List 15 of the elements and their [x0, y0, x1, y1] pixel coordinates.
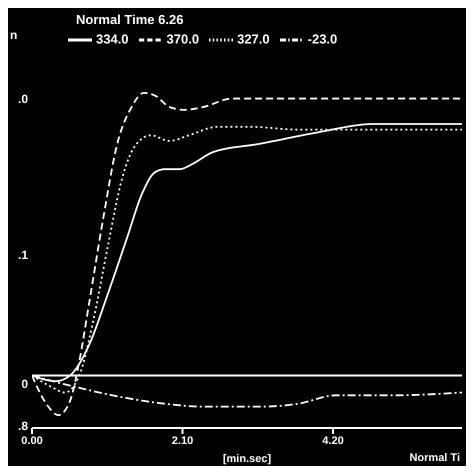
text: 0	[21, 377, 28, 391]
legend-label: 370.0	[166, 31, 200, 46]
legend-label: 327.0	[237, 31, 270, 46]
legend-label: -23.0	[308, 31, 338, 46]
chart-title: Normal Time 6.26	[76, 12, 184, 27]
text: .0	[18, 92, 28, 106]
text: .1	[18, 248, 28, 262]
x-tick-label: 0.00	[21, 434, 43, 447]
y-axis-title: n	[10, 28, 18, 42]
x-axis-title: [min.sec]	[222, 453, 272, 465]
text: .8	[18, 419, 28, 433]
x-tick-label: 2.10	[172, 434, 194, 447]
legend-label: 334.0	[96, 31, 129, 46]
text: Normal Ti	[409, 452, 460, 464]
x-tick-label: 4.20	[322, 434, 344, 447]
